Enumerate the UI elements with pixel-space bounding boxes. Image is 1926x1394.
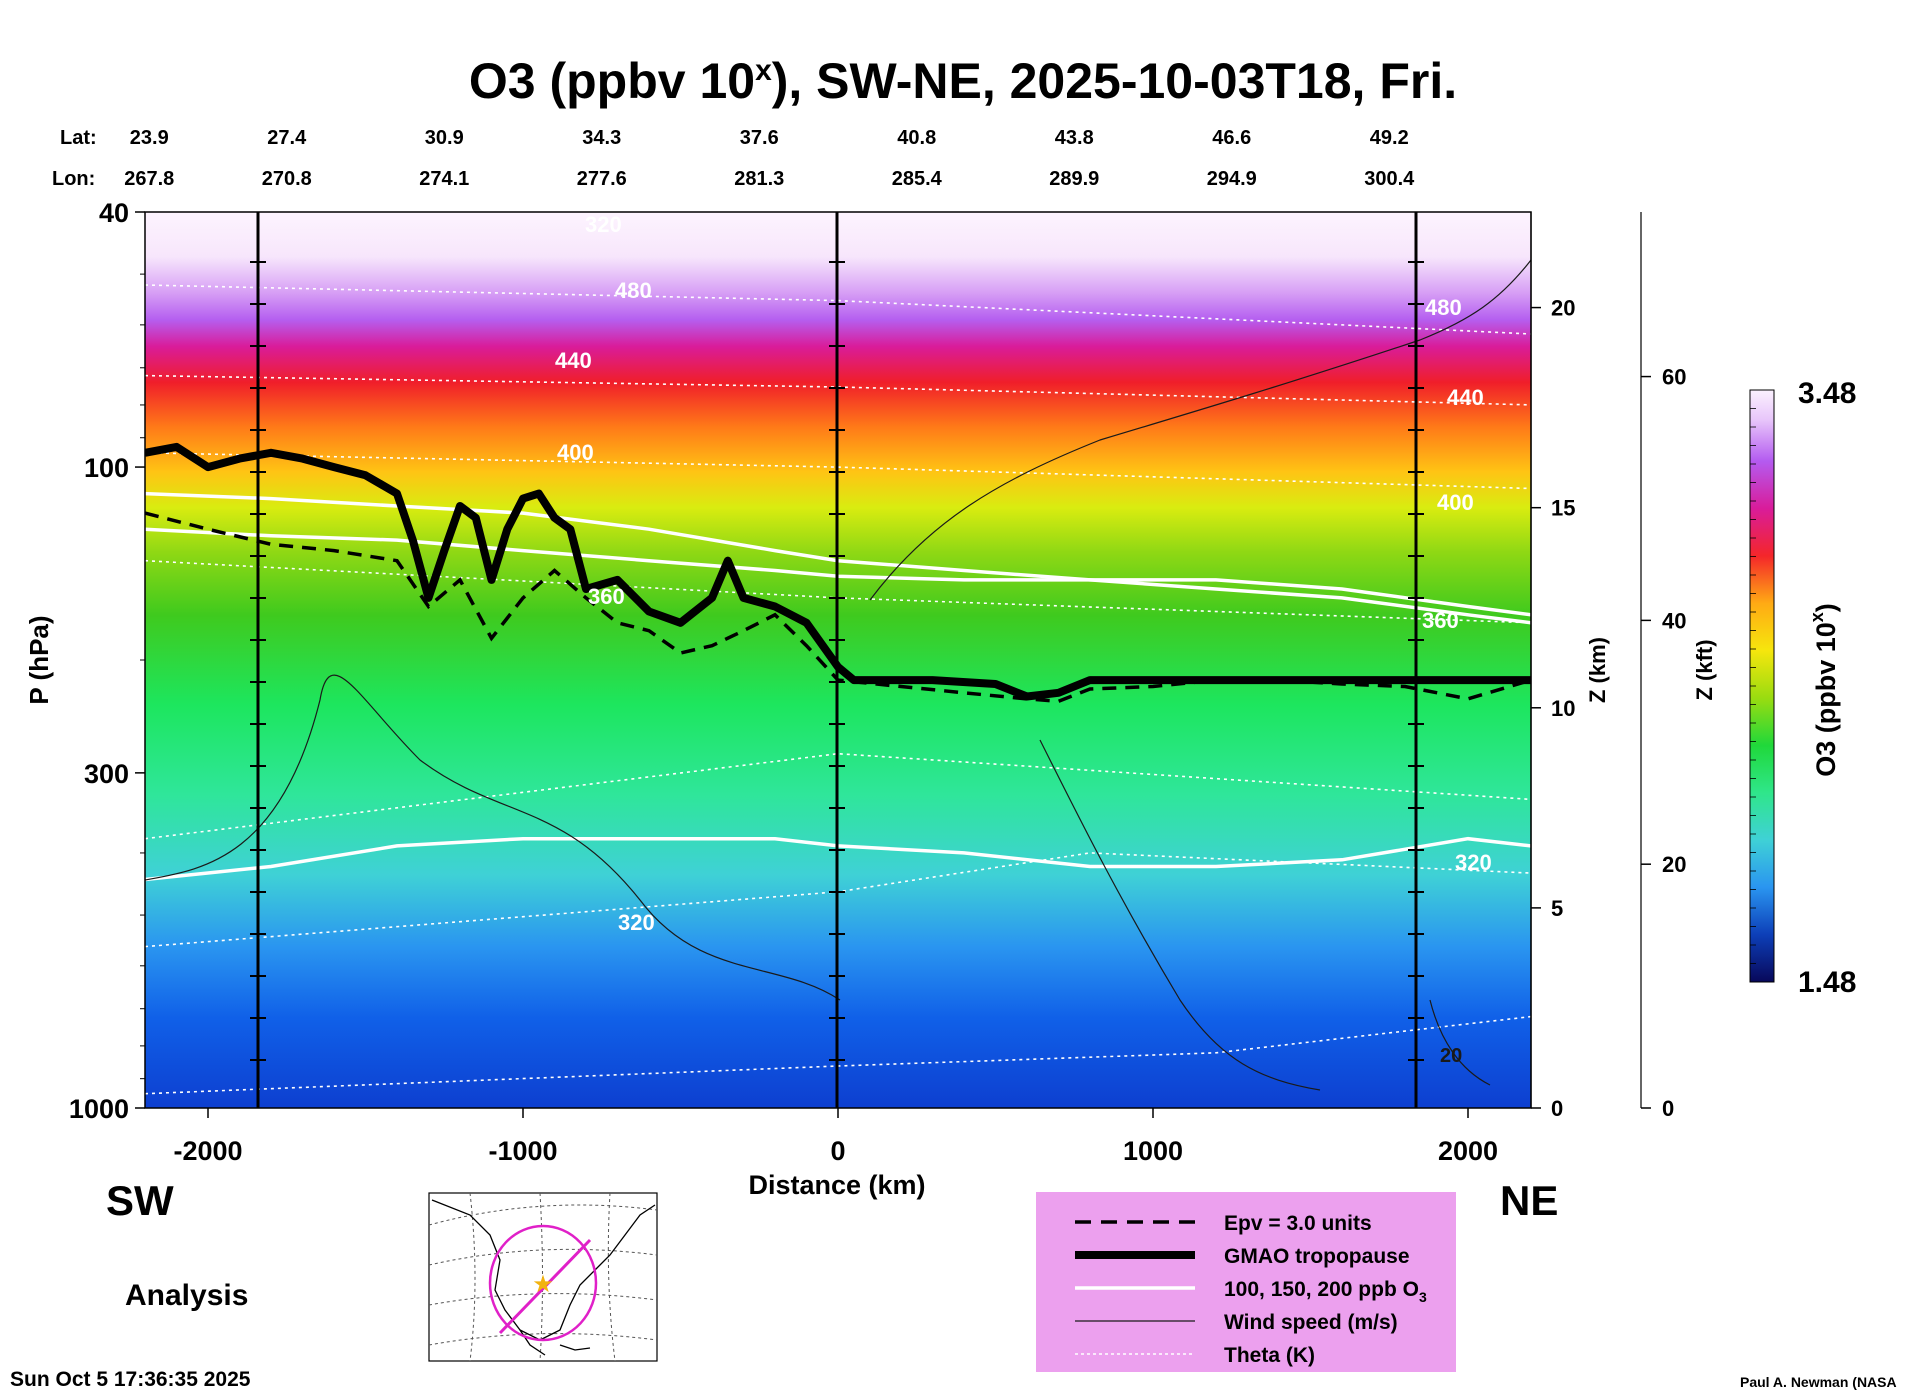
plot-area: 480 440 400 360 320 480 440 400 360 320 …	[144, 211, 1532, 1109]
lon-value: 285.4	[892, 168, 943, 190]
lat-value: 40.8	[897, 127, 936, 149]
lon-label: Lon:	[52, 168, 95, 190]
x-tick-label: 2000	[1438, 1136, 1498, 1166]
analysis-label: Analysis	[125, 1279, 248, 1312]
inset-map-circle	[488, 1224, 598, 1342]
legend-item-epv: Epv = 3.0 units	[1224, 1212, 1372, 1235]
theta-label-right: 360	[1422, 608, 1459, 633]
x-tick-label: 1000	[1123, 1136, 1183, 1166]
lon-value: 281.3	[734, 168, 784, 190]
tropopause-line	[145, 442, 1531, 701]
colorbar-max: 3.48	[1798, 377, 1856, 410]
lat-value: 23.9	[130, 127, 169, 149]
wind-speed-contour	[869, 259, 1531, 601]
lon-value: 300.4	[1364, 168, 1415, 190]
y-tick-label: 100	[84, 453, 129, 483]
legend-item-theta: Theta (K)	[1224, 1344, 1315, 1367]
theta-label: 400	[557, 440, 594, 465]
theta-line	[145, 752, 1531, 840]
lon-value: 294.9	[1207, 168, 1257, 190]
theta-label-top: 320	[585, 212, 622, 237]
y-tick-label: 300	[84, 759, 129, 789]
wind-speed-contour	[145, 674, 841, 1001]
distance-axis: -2000 -1000 0 1000 2000	[173, 1108, 1498, 1166]
region-left-label: SW	[106, 1177, 174, 1224]
theta-label: 440	[555, 348, 592, 373]
theta-label: 320	[618, 910, 655, 935]
star-icon: ★	[532, 1271, 554, 1298]
inset-map: ★	[428, 1192, 658, 1362]
lat-value: 37.6	[740, 127, 779, 149]
legend-item-tropopause: GMAO tropopause	[1224, 1245, 1410, 1268]
epv-line	[145, 511, 1531, 704]
z-kft-tick-label: 20	[1662, 852, 1686, 877]
lon-value: 289.9	[1049, 168, 1099, 190]
lat-value: 34.3	[582, 127, 621, 149]
z-kft-tick-label: 40	[1662, 608, 1686, 633]
inset-map-track	[498, 1238, 592, 1335]
footer-timestamp: Sun Oct 5 17:36:35 2025	[10, 1368, 251, 1391]
y-tick-label: 1000	[69, 1094, 129, 1124]
lon-value: 277.6	[577, 168, 627, 190]
z-km-tick-label: 0	[1551, 1096, 1563, 1121]
z-km-tick-label: 10	[1551, 696, 1575, 721]
y-tick-label: 40	[99, 198, 129, 228]
theta-label-right: 440	[1447, 385, 1484, 410]
z-kft-tick-label: 0	[1662, 1096, 1674, 1121]
lat-value: 27.4	[267, 127, 307, 149]
marker-ticks	[250, 261, 1424, 1061]
epv-dashed-line	[145, 511, 1531, 704]
colorbar-min: 1.48	[1798, 966, 1856, 999]
z-kft-axis: 0 20 40 60	[1641, 365, 1686, 1121]
legend: Epv = 3.0 units GMAO tropopause 100, 150…	[1036, 1192, 1456, 1372]
lat-value: 30.9	[425, 127, 464, 149]
legend-item-wind: Wind speed (m/s)	[1224, 1311, 1398, 1334]
chart-title: O3 (ppbv 10x), SW-NE, 2025-10-03T18, Fri…	[469, 53, 1457, 109]
theta-label-right: 480	[1425, 295, 1462, 320]
inset-map-grid	[428, 1204, 658, 1346]
theta-label-right: 320	[1455, 850, 1492, 875]
z-km-tick-label: 20	[1551, 296, 1575, 321]
wind-speed-contour	[1429, 999, 1491, 1086]
z-km-axis: 0 5 10 15 20	[1531, 296, 1575, 1121]
colorbar-label: O3 (ppbv 10x)	[1807, 603, 1841, 777]
lon-value: 270.8	[262, 168, 312, 190]
z-km-tick-label: 5	[1551, 896, 1563, 921]
lat-label: Lat:	[60, 127, 97, 149]
z-kft-tick-label: 60	[1662, 365, 1686, 390]
lon-value: 267.8	[124, 168, 174, 190]
lon-value: 274.1	[419, 168, 469, 190]
theta-label-right: 400	[1437, 490, 1474, 515]
inset-map-grid	[469, 1192, 616, 1362]
inset-map-frame	[428, 1192, 658, 1362]
z-km-tick-label: 15	[1551, 496, 1575, 521]
region-right-label: NE	[1500, 1177, 1558, 1224]
theta-label: 360	[588, 584, 625, 609]
footer-credit: Paul A. Newman (NASA	[1740, 1374, 1897, 1390]
z-km-label: Z (km)	[1585, 637, 1610, 703]
wind-speed-label: 20	[1440, 1045, 1462, 1067]
lat-value: 46.6	[1212, 127, 1251, 149]
lat-lon-tick-labels: 23.9 267.8 27.4 270.8 30.9 274.1 34.3 277.6 37.6…	[124, 127, 1415, 190]
x-tick-label: -2000	[173, 1136, 242, 1166]
x-tick-label: 0	[830, 1136, 845, 1166]
theta-line	[145, 1015, 1531, 1095]
inset-map-coastline	[431, 1199, 656, 1341]
y-axis-label: P (hPa)	[24, 615, 54, 704]
colorbar-ticks	[1750, 408, 1756, 964]
pressure-axis: 40 100 300 1000	[69, 198, 145, 1124]
lat-value: 49.2	[1370, 127, 1409, 149]
tropopause-thick-line	[145, 442, 1531, 701]
x-axis-label: Distance (km)	[748, 1170, 925, 1200]
x-tick-label: -1000	[488, 1136, 557, 1166]
lat-value: 43.8	[1055, 127, 1094, 149]
theta-label: 480	[615, 278, 652, 303]
z-kft-label: Z (kft)	[1692, 639, 1717, 700]
legend-item-o3: 100, 150, 200 ppb O3	[1224, 1278, 1427, 1305]
wind-speed-contour	[1039, 739, 1321, 1091]
